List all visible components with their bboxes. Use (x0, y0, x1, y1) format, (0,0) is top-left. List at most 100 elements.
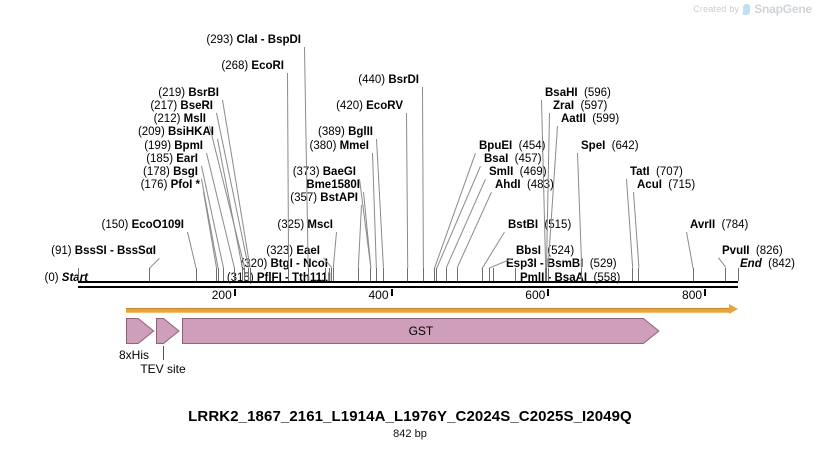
feature-arrow[interactable] (156, 318, 181, 344)
site-position: (293) (206, 34, 237, 46)
restriction-site-label[interactable]: (0) Start (45, 272, 88, 285)
site-enzyme-name: MscI (307, 218, 333, 231)
restriction-site-label[interactable]: End (842) (740, 258, 795, 271)
site-tick (433, 268, 435, 281)
site-position: (323) (266, 245, 297, 258)
restriction-site-label[interactable]: PmlI - BsaAI (558) (520, 272, 620, 285)
restriction-site-label[interactable]: (293) ClaI - BspDI (206, 34, 301, 47)
restriction-site-label[interactable]: BbsI (524) (516, 245, 574, 258)
site-tick (481, 268, 483, 281)
site-tick (370, 268, 372, 281)
ruler-tick (547, 289, 550, 296)
restriction-site-label[interactable]: AvrII (784) (690, 219, 748, 232)
site-leader-line (433, 152, 476, 269)
site-leader-line (363, 192, 372, 268)
site-enzyme-name: BsaHI (545, 86, 578, 99)
feature-callout-label[interactable]: 8xHis (118, 348, 150, 362)
restriction-site-label[interactable]: BsaI (457) (484, 153, 542, 166)
site-enzyme-name: BbsI (516, 245, 541, 258)
restriction-site-label[interactable]: (185) EarI (146, 153, 198, 166)
restriction-site-label[interactable]: (325) MscI (277, 219, 333, 232)
site-enzyme-name: EcoRV (366, 100, 403, 112)
feature-arrow[interactable] (125, 318, 155, 344)
site-leader-line (357, 205, 362, 269)
restriction-site-label[interactable]: (217) BseRI (150, 100, 213, 113)
site-position: (217) (150, 100, 181, 112)
site-enzyme-name: BsaI (484, 152, 509, 165)
site-leader-line (633, 192, 640, 268)
restriction-site-label[interactable]: BstBI (515) (508, 219, 571, 232)
site-position: (529) (583, 258, 617, 271)
restriction-site-label[interactable]: ZraI (597) (553, 100, 607, 113)
restriction-site-label[interactable]: (219) BsrBI (158, 87, 219, 100)
site-leader-line (406, 112, 409, 268)
site-tick (445, 268, 447, 281)
snapgene-logo-icon (743, 3, 751, 15)
site-position: (826) (749, 245, 783, 258)
restriction-site-label[interactable]: AatII (599) (561, 113, 619, 126)
restriction-site-label[interactable]: (323) EaeI (266, 245, 320, 258)
site-position: (599) (585, 113, 620, 126)
site-position: (524) (540, 245, 575, 258)
restriction-site-label[interactable]: (212) MslI (154, 113, 206, 126)
restriction-site-label[interactable]: (420) EcoRV (336, 100, 403, 113)
site-position: (315) (226, 271, 257, 284)
restriction-site-label[interactable]: (209) BsiHKAI (138, 126, 214, 139)
site-tick (382, 268, 384, 281)
feature-arrow-shape (125, 318, 155, 344)
restriction-site-label[interactable]: AhdI (483) (495, 179, 554, 192)
feature-arrow[interactable]: GST (182, 318, 660, 344)
restriction-site-label[interactable]: Bme1580I (306, 179, 360, 192)
site-leader-line (149, 258, 160, 269)
restriction-site-label[interactable]: (268) EcoRI (221, 60, 284, 73)
site-position: (150) (101, 218, 132, 231)
restriction-site-label[interactable]: (150) EcoO109I (102, 219, 184, 232)
site-position: (380) (309, 139, 340, 152)
site-tick (488, 268, 490, 281)
restriction-site-label[interactable]: AcuI (715) (637, 179, 695, 192)
site-enzyme-name: Esp3I - BsmBI (506, 258, 584, 271)
feature-callout-label[interactable]: TEV site (140, 362, 186, 376)
site-position: (178) (143, 166, 174, 178)
snapgene-watermark: Created by SnapGene (693, 2, 812, 16)
restriction-site-label[interactable]: PvuII (826) (722, 245, 783, 258)
site-tick (436, 268, 438, 281)
restriction-site-label[interactable]: TatI (707) (630, 166, 683, 179)
site-tick (248, 268, 250, 281)
site-position: (596) (577, 86, 611, 99)
site-enzyme-name: AvrII (690, 218, 716, 231)
restriction-site-label[interactable]: (440) BsrDI (358, 74, 419, 87)
restriction-site-label[interactable]: (91) BssSI - BssSαI (51, 245, 156, 258)
restriction-site-label[interactable]: SmlI (469) (489, 166, 547, 179)
restriction-site-label[interactable]: Esp3I - BsmBI (529) (506, 258, 617, 271)
site-enzyme-name: EarI (176, 152, 198, 165)
restriction-site-label[interactable]: BsaHI (596) (545, 87, 611, 100)
site-position: (219) (158, 86, 189, 99)
restriction-site-label[interactable]: BpuEI (454) (479, 140, 545, 153)
site-tick (725, 268, 727, 281)
site-enzyme-name: BpuEI (479, 139, 513, 152)
restriction-site-label[interactable]: (315) PflFI - Tth111I (227, 272, 331, 285)
site-position: (597) (574, 100, 608, 112)
restriction-site-label[interactable]: (199) BpmI (144, 140, 203, 153)
site-position: (515) (538, 218, 572, 231)
restriction-site-label[interactable]: (357) BstAPI (290, 192, 358, 205)
restriction-site-label[interactable]: (380) MmeI (310, 140, 369, 153)
restriction-site-label[interactable]: (178) BsgI (143, 166, 198, 179)
restriction-site-label[interactable]: (373) BaeGI (293, 166, 356, 179)
restriction-site-label[interactable]: (176) PfoI * (141, 179, 200, 192)
site-enzyme-name: TatI (630, 166, 650, 178)
site-position: (357) (290, 192, 321, 205)
site-enzyme-name: BssSI - BssSαI (74, 245, 156, 258)
site-tick (407, 268, 409, 281)
site-enzyme-name: AhdI (495, 179, 521, 192)
restriction-site-label[interactable]: (320) BtgI - NcoI (240, 258, 328, 271)
site-position: (483) (520, 179, 554, 192)
restriction-site-label[interactable]: SpeI (642) (581, 140, 639, 153)
restriction-site-label[interactable]: (389) BglII (318, 126, 373, 139)
site-tick (244, 268, 246, 281)
site-tick (422, 268, 424, 281)
site-position: (212) (153, 113, 184, 126)
site-enzyme-name: Start (61, 271, 88, 284)
site-tick (215, 268, 217, 281)
